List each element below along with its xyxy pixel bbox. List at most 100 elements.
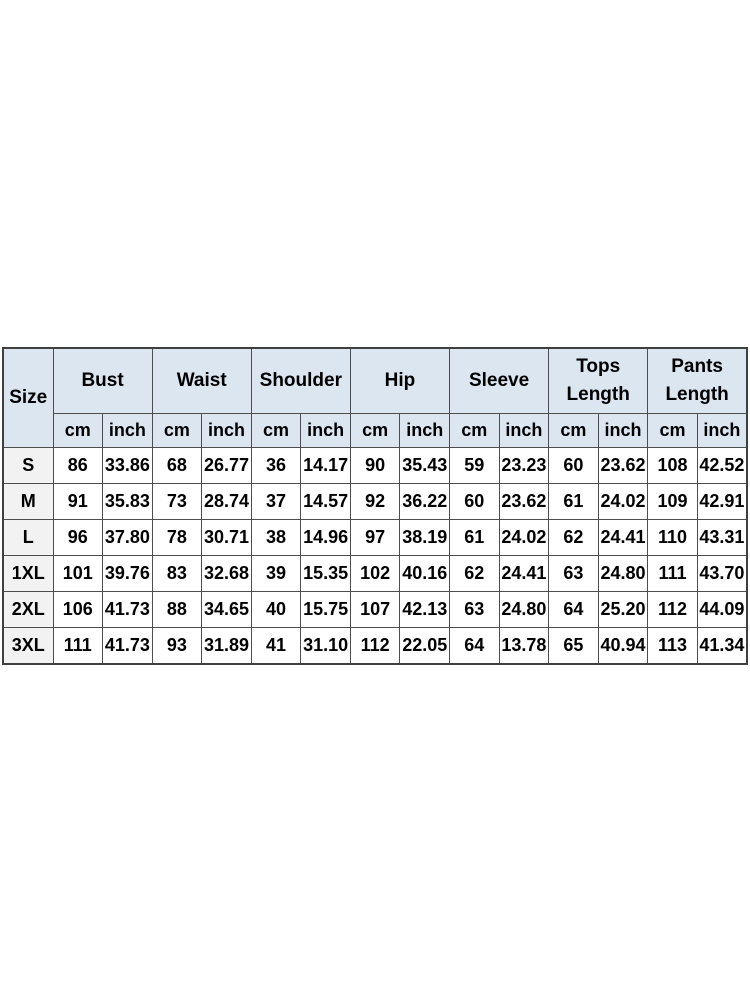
unit-header-shoulder-cm: cm — [250, 413, 302, 448]
unit-header-bust-inch: inch — [102, 413, 153, 448]
measurement-cell: 78 — [151, 519, 203, 556]
measurement-cell: 35.43 — [399, 447, 450, 484]
measurement-cell: 24.41 — [597, 519, 649, 556]
measurement-cell: 63 — [449, 591, 500, 628]
measurement-cell: 60 — [548, 447, 599, 484]
column-group-shoulder: Shoulder — [250, 347, 351, 414]
measurement-cell: 101 — [52, 555, 104, 592]
measurement-cell: 15.75 — [300, 591, 351, 628]
size-chart-body: S 86 33.86 68 26.77 36 14.17 90 35.43 59 23.23 60 23… — [2, 447, 748, 665]
unit-header-pants-length-inch: inch — [696, 413, 748, 448]
table-row: 2XL 106 41.73 88 34.65 40 15.75 107 42.13 63 24.80… — [2, 591, 748, 628]
measurement-cell: 15.35 — [300, 555, 351, 592]
column-group-tops-length: Tops Length — [548, 347, 649, 414]
measurement-cell: 25.20 — [597, 591, 649, 628]
measurement-cell: 24.80 — [597, 555, 649, 592]
measurement-cell: 73 — [151, 483, 203, 520]
table-row: M 91 35.83 73 28.74 37 14.57 92 36.22 60 23.62 61 24… — [2, 483, 748, 520]
measurement-cell: 86 — [52, 447, 104, 484]
measurement-cell: 30.71 — [201, 519, 252, 556]
measurement-cell: 64 — [449, 627, 500, 665]
size-chart: Size Bust Waist Shoulder Hip Sleeve Tops… — [2, 347, 748, 665]
measurement-cell: 23.23 — [498, 447, 550, 484]
table-row: 3XL 111 41.73 93 31.89 41 31.10 112 22.05 64 13.78… — [2, 627, 748, 665]
measurement-cell: 23.62 — [597, 447, 649, 484]
measurement-cell: 111 — [647, 555, 698, 592]
table-row: L 96 37.80 78 30.71 38 14.96 97 38.19 61 24.02 62 24… — [2, 519, 748, 556]
measurement-cell: 59 — [449, 447, 500, 484]
measurement-cell: 97 — [349, 519, 401, 556]
size-chart-head: Size Bust Waist Shoulder Hip Sleeve Tops… — [2, 347, 748, 448]
measurement-cell: 41 — [250, 627, 302, 665]
column-group-bust: Bust — [52, 347, 153, 414]
measurement-cell: 110 — [647, 519, 698, 556]
measurement-cell: 24.02 — [597, 483, 649, 520]
measurement-cell: 109 — [647, 483, 698, 520]
measurement-cell: 111 — [52, 627, 104, 665]
measurement-cell: 65 — [548, 627, 599, 665]
measurement-cell: 42.13 — [399, 591, 450, 628]
size-column-header: Size — [2, 347, 54, 448]
measurement-cell: 23.62 — [498, 483, 550, 520]
measurement-cell: 61 — [449, 519, 500, 556]
size-label-cell: 2XL — [2, 591, 54, 628]
measurement-cell: 26.77 — [201, 447, 252, 484]
unit-header-hip-cm: cm — [349, 413, 401, 448]
measurement-cell: 108 — [647, 447, 698, 484]
measurement-cell: 24.80 — [498, 591, 550, 628]
measurement-cell: 106 — [52, 591, 104, 628]
measurement-cell: 91 — [52, 483, 104, 520]
unit-header-waist-inch: inch — [201, 413, 252, 448]
header-row-groups: Size Bust Waist Shoulder Hip Sleeve Tops… — [2, 347, 748, 448]
size-label-cell: 1XL — [2, 555, 54, 592]
measurement-cell: 68 — [151, 447, 203, 484]
measurement-cell: 34.65 — [201, 591, 252, 628]
measurement-cell: 31.10 — [300, 627, 351, 665]
measurement-cell: 41.73 — [102, 591, 153, 628]
measurement-cell: 14.17 — [300, 447, 351, 484]
size-label-cell: L — [2, 519, 54, 556]
measurement-cell: 33.86 — [102, 447, 153, 484]
unit-header-tops-length-cm: cm — [548, 413, 599, 448]
measurement-cell: 93 — [151, 627, 203, 665]
size-chart-table: Size Bust Waist Shoulder Hip Sleeve Tops… — [2, 347, 748, 665]
measurement-cell: 64 — [548, 591, 599, 628]
measurement-cell: 43.70 — [696, 555, 748, 592]
measurement-cell: 113 — [647, 627, 698, 665]
measurement-cell: 39 — [250, 555, 302, 592]
measurement-cell: 35.83 — [102, 483, 153, 520]
column-group-sleeve: Sleeve — [448, 347, 550, 414]
header-row-units: cm inch cm inch cm inch cm inch cm inch … — [3, 413, 748, 448]
unit-header-waist-cm: cm — [151, 413, 203, 448]
column-group-pants-length: Pants Length — [647, 347, 748, 414]
measurement-cell: 31.89 — [201, 627, 252, 665]
unit-header-bust-cm: cm — [52, 413, 104, 448]
measurement-cell: 14.96 — [300, 519, 351, 556]
measurement-cell: 38.19 — [399, 519, 450, 556]
measurement-cell: 39.76 — [102, 555, 153, 592]
size-label-cell: S — [2, 447, 54, 484]
measurement-cell: 32.68 — [201, 555, 252, 592]
measurement-cell: 42.52 — [696, 447, 748, 484]
measurement-cell: 63 — [548, 555, 599, 592]
measurement-cell: 112 — [647, 591, 698, 628]
measurement-cell: 28.74 — [201, 483, 252, 520]
table-row: S 86 33.86 68 26.77 36 14.17 90 35.43 59 23.23 60 23… — [2, 447, 748, 484]
measurement-cell: 90 — [349, 447, 401, 484]
measurement-cell: 83 — [151, 555, 203, 592]
measurement-cell: 24.41 — [498, 555, 550, 592]
measurement-cell: 22.05 — [399, 627, 450, 665]
unit-header-pants-length-cm: cm — [647, 413, 698, 448]
measurement-cell: 96 — [52, 519, 104, 556]
unit-header-shoulder-inch: inch — [300, 413, 351, 448]
measurement-cell: 42.91 — [696, 483, 748, 520]
measurement-cell: 36.22 — [399, 483, 450, 520]
measurement-cell: 107 — [349, 591, 401, 628]
measurement-cell: 14.57 — [300, 483, 351, 520]
measurement-cell: 60 — [449, 483, 500, 520]
table-row: 1XL 101 39.76 83 32.68 39 15.35 102 40.16 62 24.41… — [2, 555, 748, 592]
column-group-waist: Waist — [151, 347, 252, 414]
column-group-hip: Hip — [349, 347, 451, 414]
measurement-cell: 40.94 — [597, 627, 649, 665]
